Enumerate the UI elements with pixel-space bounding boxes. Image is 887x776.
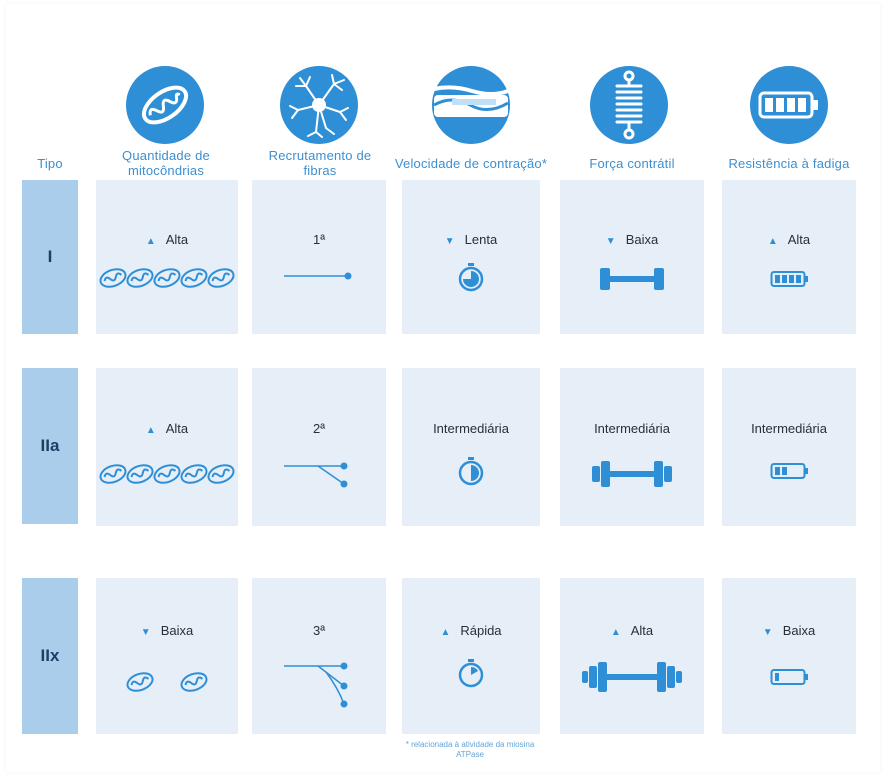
- arrow-up-icon: ▲: [145, 425, 156, 436]
- stopwatch-icon: [458, 659, 484, 688]
- arrow-down-icon: ▼: [762, 627, 773, 638]
- muscle-fiber-icon: [432, 66, 510, 144]
- arrow-up-icon: ▲: [767, 236, 778, 247]
- battery-full-icon: [770, 271, 808, 287]
- neuron-icon: [280, 66, 358, 144]
- arrow-up-icon: ▲: [610, 627, 621, 638]
- cell-label: Alta: [630, 623, 654, 638]
- column-header-recr: Recrutamento de fibras: [268, 148, 372, 178]
- cell-label: Alta: [165, 421, 189, 436]
- arrow-up-icon: ▲: [145, 236, 156, 247]
- cell-label: Baixa: [625, 232, 659, 247]
- column-header-mito: Quantidade de mitocôndrias: [122, 148, 210, 178]
- dumbbell-icon: [600, 268, 664, 290]
- battery-low-icon: [770, 669, 808, 685]
- cell-label: Rápida: [460, 623, 502, 638]
- battery-icon: [750, 66, 828, 144]
- cell-forca-I: ▼ Baixa: [560, 180, 704, 334]
- recruitment-two-icon: [284, 462, 348, 488]
- cell-label: Lenta: [464, 232, 498, 247]
- cell-forca-IIa: Intermediária: [560, 368, 704, 526]
- cell-resist-IIx: ▼ Baixa: [722, 578, 856, 734]
- stopwatch-icon: [458, 457, 484, 486]
- type-cell-IIx: IIx: [22, 578, 78, 734]
- spring-icon: [590, 66, 668, 144]
- arrow-up-icon: ▲: [440, 627, 451, 638]
- cell-label: 3ª: [312, 623, 326, 638]
- cell-mito-I: ▲ Alta: [96, 180, 238, 334]
- cell-recr-I: 1ª: [252, 180, 386, 334]
- cell-resist-I: ▲ Alta: [722, 180, 856, 334]
- cell-vel-I: ▼ Lenta: [402, 180, 540, 334]
- footnote: * relacionada à atividade da miosina ATP…: [405, 740, 535, 759]
- cell-mito-IIx: ▼ Baixa: [96, 578, 238, 734]
- cell-label: Intermediária: [594, 421, 670, 436]
- recruitment-one-icon: [284, 272, 352, 280]
- cell-label: 2ª: [312, 421, 326, 436]
- tipo-header: Tipo: [37, 156, 63, 171]
- column-header-resist: Resistência à fadiga: [728, 156, 850, 171]
- cell-resist-IIa: Intermediária: [722, 368, 856, 526]
- mitochondria-pair-icon: [126, 672, 208, 692]
- cell-label: Alta: [787, 232, 811, 247]
- cell-mito-IIa: ▲ Alta: [96, 368, 238, 526]
- cell-label: Baixa: [782, 623, 816, 638]
- column-header-forca: Força contrátil: [589, 156, 675, 171]
- cell-label: Alta: [165, 232, 189, 247]
- mitochondria-row-icon: [99, 464, 235, 484]
- battery-half-icon: [770, 463, 808, 479]
- cell-vel-IIx: ▲ Rápida: [402, 578, 540, 734]
- cell-label: Intermediária: [433, 421, 509, 436]
- recruitment-three-icon: [284, 662, 348, 708]
- stopwatch-icon: [458, 263, 484, 292]
- cell-forca-IIx: ▲ Alta: [560, 578, 704, 734]
- cell-label: Baixa: [160, 623, 194, 638]
- arrow-down-icon: ▼: [444, 236, 455, 247]
- arrow-down-icon: ▼: [140, 627, 151, 638]
- cell-vel-IIa: Intermediária: [402, 368, 540, 526]
- type-cell-I: I: [22, 180, 78, 334]
- cell-label: 1ª: [312, 232, 326, 247]
- mitochondria-row-icon: [99, 268, 235, 288]
- cell-recr-IIx: 3ª: [252, 578, 386, 734]
- column-header-vel: Velocidade de contração*: [394, 156, 548, 171]
- arrow-down-icon: ▼: [605, 236, 616, 247]
- cell-recr-IIa: 2ª: [252, 368, 386, 526]
- type-cell-IIa: IIa: [22, 368, 78, 524]
- mitochondria-icon: [126, 66, 204, 144]
- dumbbell-icon: [582, 662, 682, 692]
- dumbbell-icon: [592, 461, 672, 487]
- cell-label: Intermediária: [751, 421, 827, 436]
